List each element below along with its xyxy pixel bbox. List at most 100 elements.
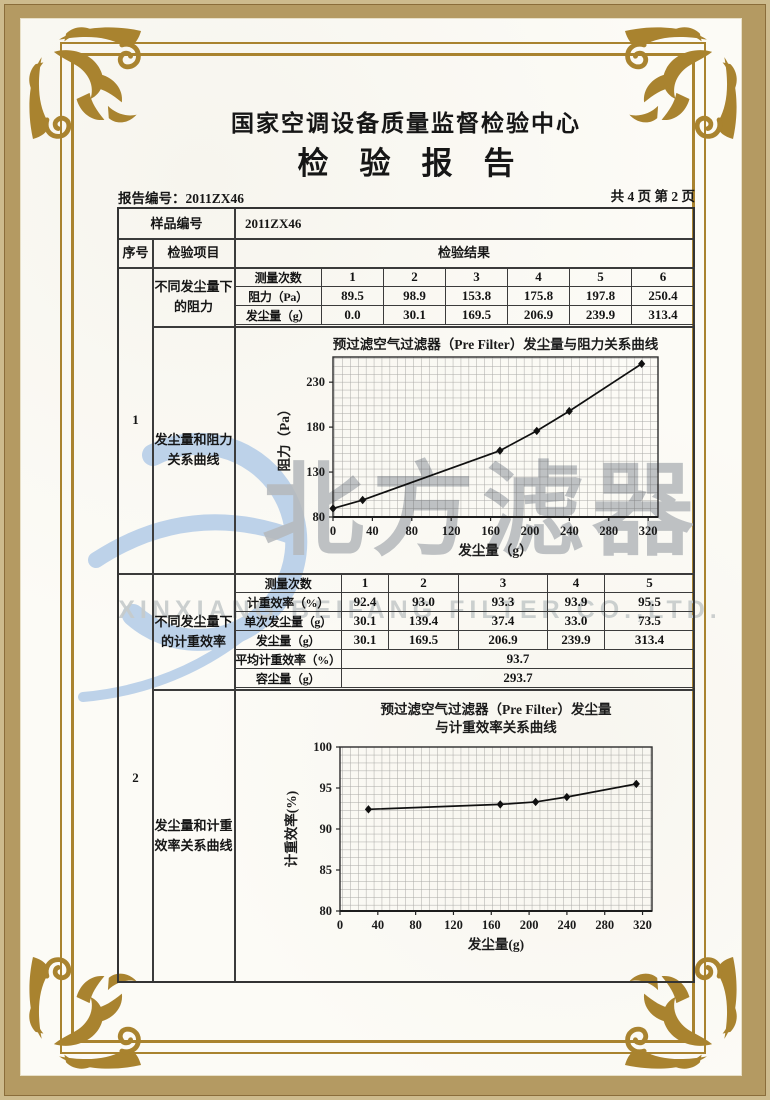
svg-text:280: 280 bbox=[599, 524, 618, 538]
table-cell: 1 bbox=[341, 573, 389, 593]
table-cell: 3 bbox=[458, 573, 548, 593]
corner-flourish-icon bbox=[29, 956, 142, 1069]
table-cell: 206.9 bbox=[507, 305, 570, 325]
table-cell: 30.1 bbox=[341, 630, 389, 650]
table-cell: 阻力（Pa） bbox=[234, 286, 322, 306]
gold-frame-outer bbox=[60, 42, 706, 1054]
table-cell: 313.4 bbox=[631, 305, 695, 325]
table-cell: 92.4 bbox=[341, 592, 389, 612]
item-resistance: 不同发尘量下的阻力 bbox=[154, 278, 233, 314]
table-cell: 93.7 bbox=[341, 649, 695, 669]
svg-text:发尘量(g): 发尘量(g) bbox=[467, 936, 524, 952]
sample-no-value: 2011ZX46 bbox=[245, 215, 302, 231]
svg-text:280: 280 bbox=[595, 918, 614, 932]
svg-text:40: 40 bbox=[366, 524, 379, 538]
table-cell: 73.5 bbox=[604, 611, 695, 631]
table-cell: 0.0 bbox=[321, 305, 384, 325]
svg-text:计重效率(%): 计重效率(%) bbox=[283, 791, 299, 868]
table-cell: 250.4 bbox=[631, 286, 695, 306]
table-cell: 4 bbox=[547, 573, 605, 593]
svg-text:180: 180 bbox=[306, 420, 325, 434]
svg-text:80: 80 bbox=[409, 918, 422, 932]
svg-text:200: 200 bbox=[520, 918, 539, 932]
svg-text:90: 90 bbox=[320, 822, 333, 836]
efficiency-data-table: 测量次数 1 2 3 4 5 计重效率（%） 92.4 93.0 93.3 93… bbox=[234, 573, 695, 688]
table-cell: 2 bbox=[383, 267, 446, 287]
table-cell: 30.1 bbox=[341, 611, 389, 631]
table-cell: 239.9 bbox=[547, 630, 605, 650]
svg-text:200: 200 bbox=[521, 524, 540, 538]
efficiency-vs-dust-chart: 0 40 80 120 160 200 240 280 320 80 85 90 95 100 预过滤空气过… bbox=[283, 701, 653, 952]
svg-text:95: 95 bbox=[320, 781, 333, 795]
table-cell: 293.7 bbox=[341, 668, 695, 688]
table-cell: 测量次数 bbox=[234, 267, 322, 287]
report-title: 检 验 报 告 bbox=[297, 146, 515, 181]
svg-text:240: 240 bbox=[560, 524, 579, 538]
svg-text:85: 85 bbox=[320, 863, 333, 877]
table-cell: 发尘量（g） bbox=[234, 305, 322, 325]
table-line bbox=[152, 689, 693, 691]
table-line bbox=[152, 326, 693, 328]
svg-text:40: 40 bbox=[372, 918, 385, 932]
svg-text:320: 320 bbox=[639, 524, 658, 538]
table-cell: 33.0 bbox=[547, 611, 605, 631]
table-cell: 容尘量（g） bbox=[234, 668, 342, 688]
svg-text:160: 160 bbox=[481, 524, 500, 538]
resistance-data-table: 测量次数 1 2 3 4 5 6 阻力（Pa） 89.5 98.9 153.8 … bbox=[234, 267, 695, 325]
table-cell: 197.8 bbox=[569, 286, 632, 306]
item-resistance-curve: 发尘量和阻力关系曲线 bbox=[154, 432, 233, 467]
svg-text:230: 230 bbox=[306, 375, 325, 389]
svg-text:80: 80 bbox=[406, 524, 419, 538]
table-cell: 169.5 bbox=[388, 630, 459, 650]
table-cell: 30.1 bbox=[383, 305, 446, 325]
sample-no-label: 样品编号 bbox=[150, 215, 203, 231]
svg-text:阻力（Pa）: 阻力（Pa） bbox=[276, 403, 292, 472]
svg-text:120: 120 bbox=[442, 524, 461, 538]
table-cell: 1 bbox=[321, 267, 384, 287]
svg-text:160: 160 bbox=[482, 918, 501, 932]
table-cell: 5 bbox=[604, 573, 695, 593]
table-cell: 93.0 bbox=[388, 592, 459, 612]
svg-text:0: 0 bbox=[330, 524, 336, 538]
table-cell: 139.4 bbox=[388, 611, 459, 631]
table-cell: 计重效率（%） bbox=[234, 592, 342, 612]
col-header-result: 检验结果 bbox=[437, 244, 490, 260]
table-cell: 153.8 bbox=[445, 286, 508, 306]
table-cell: 测量次数 bbox=[234, 573, 342, 593]
svg-text:80: 80 bbox=[320, 904, 333, 918]
table-cell: 4 bbox=[507, 267, 570, 287]
table-cell: 239.9 bbox=[569, 305, 632, 325]
svg-text:80: 80 bbox=[313, 510, 326, 524]
table-cell: 平均计重效率（%） bbox=[234, 649, 342, 669]
table-cell: 169.5 bbox=[445, 305, 508, 325]
table-cell: 206.9 bbox=[458, 630, 548, 650]
serial-1: 1 bbox=[132, 412, 139, 427]
center-name: 国家空调设备质量监督检验中心 bbox=[231, 111, 581, 136]
corner-flourish-icon bbox=[29, 27, 142, 140]
svg-text:100: 100 bbox=[313, 740, 332, 754]
svg-text:发尘量（g）: 发尘量（g） bbox=[457, 542, 532, 558]
table-cell: 95.5 bbox=[604, 592, 695, 612]
table-cell: 单次发尘量（g） bbox=[234, 611, 342, 631]
svg-text:320: 320 bbox=[633, 918, 652, 932]
svg-text:0: 0 bbox=[337, 918, 343, 932]
table-cell: 2 bbox=[388, 573, 459, 593]
table-cell: 89.5 bbox=[321, 286, 384, 306]
svg-text:预过滤空气过滤器（Pre Filter）发尘量与阻力关系曲线: 预过滤空气过滤器（Pre Filter）发尘量与阻力关系曲线 bbox=[333, 336, 659, 352]
item-efficiency-curve: 发尘量和计重效率关系曲线 bbox=[154, 817, 233, 853]
resistance-vs-dust-chart: 0 40 80 120 160 200 240 280 320 80 130 180 230 预过滤空气过… bbox=[276, 336, 659, 558]
table-cell: 98.9 bbox=[383, 286, 446, 306]
table-cell: 175.8 bbox=[507, 286, 570, 306]
page-indicator: 共 4 页 第 2 页 bbox=[610, 189, 695, 204]
table-cell: 93.9 bbox=[547, 592, 605, 612]
svg-text:与计重效率关系曲线: 与计重效率关系曲线 bbox=[435, 719, 557, 735]
table-cell: 5 bbox=[569, 267, 632, 287]
table-cell: 发尘量（g） bbox=[234, 630, 342, 650]
svg-text:预过滤空气过滤器（Pre Filter）发尘量: 预过滤空气过滤器（Pre Filter）发尘量 bbox=[380, 701, 612, 717]
corner-flourish-icon bbox=[624, 27, 737, 140]
svg-text:120: 120 bbox=[444, 918, 463, 932]
table-cell: 313.4 bbox=[604, 630, 695, 650]
item-efficiency: 不同发尘量下的计重效率 bbox=[154, 613, 233, 649]
report-number: 报告编号：2011ZX46 bbox=[118, 191, 245, 206]
